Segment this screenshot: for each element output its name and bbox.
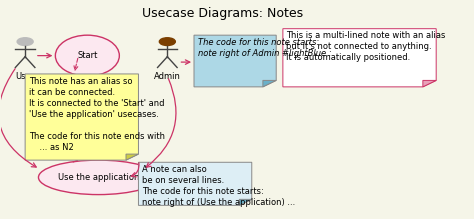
Polygon shape — [283, 29, 436, 87]
Text: This is a multi-lined note with an alias
but it's not connected to anything.
It : This is a multi-lined note with an alias… — [286, 31, 446, 62]
Text: Usecase Diagrams: Notes: Usecase Diagrams: Notes — [142, 7, 303, 20]
Text: Start: Start — [77, 51, 98, 60]
Text: User: User — [16, 72, 35, 81]
Polygon shape — [126, 154, 138, 160]
Circle shape — [17, 38, 33, 46]
Circle shape — [159, 38, 175, 46]
FancyArrowPatch shape — [0, 69, 36, 167]
FancyArrowPatch shape — [131, 163, 139, 177]
Text: Admin: Admin — [154, 72, 181, 81]
Polygon shape — [423, 80, 436, 87]
Polygon shape — [25, 74, 138, 160]
Polygon shape — [194, 35, 276, 87]
FancyArrowPatch shape — [146, 79, 176, 167]
Text: A note can also
be on several lines.
The code for this note starts:
note right o: A note can also be on several lines. The… — [142, 165, 295, 207]
Ellipse shape — [38, 160, 158, 195]
Text: The code for this note starts:
note right of Admin #lightBlue :: The code for this note starts: note righ… — [198, 38, 331, 58]
Text: Use the application: Use the application — [58, 173, 139, 182]
Text: This note has an alias so
it can be connected.
It is connected to the 'Start' an: This note has an alias so it can be conn… — [29, 76, 164, 152]
Polygon shape — [138, 162, 252, 205]
Polygon shape — [263, 80, 276, 87]
Polygon shape — [239, 199, 252, 205]
Ellipse shape — [55, 35, 119, 76]
